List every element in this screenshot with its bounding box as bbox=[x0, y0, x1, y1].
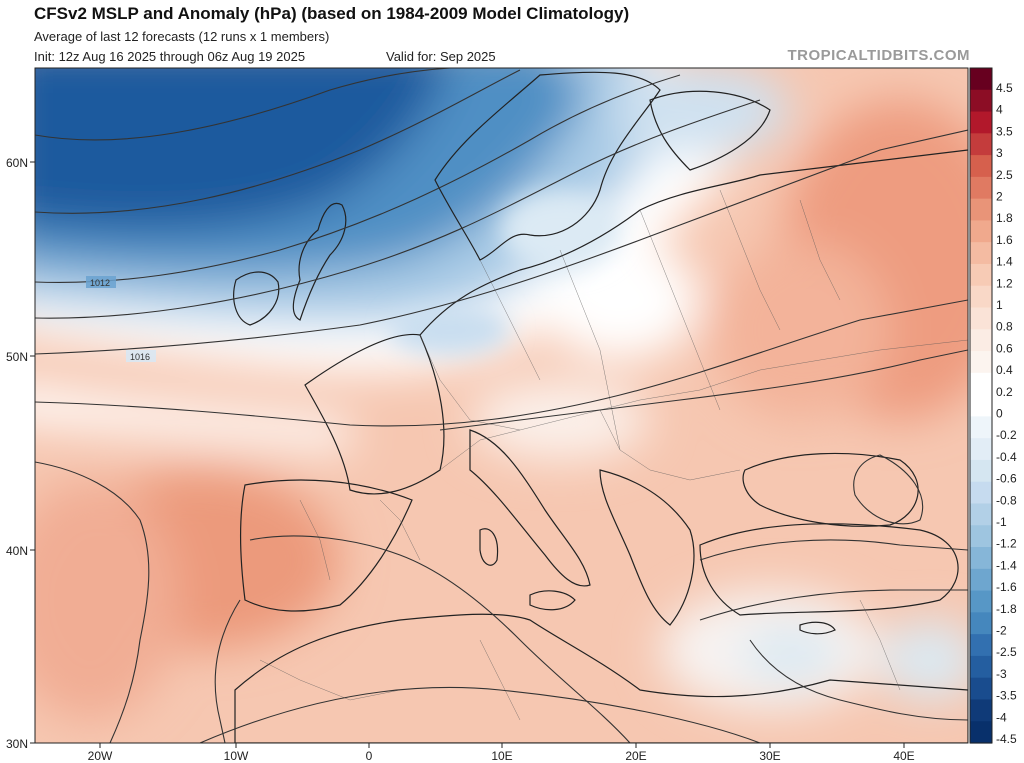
site-watermark: TROPICALTIDBITS.COM bbox=[787, 47, 970, 64]
colorbar-label: -1.2 bbox=[996, 537, 1017, 551]
colorbar-swatch bbox=[970, 329, 992, 352]
lon-label-0: 0 bbox=[366, 749, 373, 763]
colorbar-swatch bbox=[970, 503, 992, 526]
colorbar-label: -2.5 bbox=[996, 645, 1017, 659]
colorbar-swatch bbox=[970, 307, 992, 330]
colorbar-label: -1.8 bbox=[996, 602, 1017, 616]
colorbar-label: 0.2 bbox=[996, 385, 1013, 399]
chart-subtitle: Average of last 12 forecasts (12 runs x … bbox=[34, 29, 330, 44]
lon-label-10w: 10W bbox=[224, 749, 249, 763]
colorbar-swatch bbox=[970, 438, 992, 461]
colorbar-swatch bbox=[970, 89, 992, 113]
anomaly-field: 1012 1016 bbox=[35, 68, 968, 743]
colorbar-label: -0.6 bbox=[996, 472, 1017, 486]
colorbar-label: -0.8 bbox=[996, 493, 1017, 507]
colorbar: 4.5 4 3.5 3 2.5 2 1.8 1.6 1.4 1.2 1 0.8 0.6 0.4 0.2 0 -0… bbox=[969, 67, 1017, 746]
colorbar-swatch bbox=[970, 133, 992, 156]
colorbar-swatch bbox=[970, 263, 992, 287]
isobars bbox=[35, 68, 968, 743]
colorbar-label: -4 bbox=[996, 710, 1007, 724]
colorbar-label: -2 bbox=[996, 624, 1007, 638]
colorbar-label: 0.4 bbox=[996, 363, 1013, 377]
isobar-label-1016: 1016 bbox=[130, 352, 150, 362]
lat-label-60n: 60N bbox=[6, 156, 28, 170]
colorbar-swatch bbox=[970, 634, 992, 657]
lat-label-50n: 50N bbox=[6, 350, 28, 364]
colorbar-swatch bbox=[970, 176, 992, 200]
admin-borders bbox=[259, 189, 968, 721]
isobar-label-1012: 1012 bbox=[90, 278, 110, 288]
colorbar-swatch bbox=[970, 677, 992, 701]
colorbar-swatch bbox=[970, 198, 992, 222]
lat-axis: 60N 50N 40N 30N bbox=[6, 156, 35, 751]
colorbar-swatch bbox=[970, 351, 992, 374]
colorbar-swatch bbox=[970, 590, 992, 613]
colorbar-label: 3 bbox=[996, 146, 1003, 160]
colorbar-label: -3 bbox=[996, 667, 1007, 681]
colorbar-swatch bbox=[970, 285, 992, 309]
colorbar-label: 2 bbox=[996, 190, 1003, 204]
valid-time: Valid for: Sep 2025 bbox=[386, 49, 496, 64]
colorbar-swatch bbox=[970, 547, 992, 570]
colorbar-frame bbox=[969, 67, 993, 744]
colorbar-label: 3.5 bbox=[996, 124, 1013, 138]
colorbar-label: 1.2 bbox=[996, 276, 1013, 290]
colorbar-swatch bbox=[970, 372, 992, 396]
colorbar-swatch bbox=[970, 481, 992, 505]
coastlines bbox=[233, 71, 968, 743]
colorbar-label: 1 bbox=[996, 298, 1003, 312]
colorbar-label: 0.8 bbox=[996, 320, 1013, 334]
colorbar-label: 1.6 bbox=[996, 233, 1013, 247]
colorbar-label: 0 bbox=[996, 407, 1003, 421]
lon-axis: 20W 10W 0 10E 20E 30E 40E bbox=[88, 743, 915, 763]
colorbar-label: 0.6 bbox=[996, 341, 1013, 355]
init-time: Init: 12z Aug 16 2025 through 06z Aug 19… bbox=[34, 49, 306, 64]
colorbar-swatch bbox=[970, 612, 992, 635]
colorbar-swatch bbox=[970, 242, 992, 265]
chart-title: CFSv2 MSLP and Anomaly (hPa) (based on 1… bbox=[34, 4, 630, 23]
colorbar-swatch bbox=[970, 699, 992, 722]
colorbar-label: 1.8 bbox=[996, 211, 1013, 225]
colorbar-swatch bbox=[970, 394, 992, 417]
lat-label-40n: 40N bbox=[6, 544, 28, 558]
colorbar-label: -3.5 bbox=[996, 689, 1017, 703]
colorbar-swatch bbox=[970, 220, 992, 243]
colorbar-swatch bbox=[970, 68, 992, 91]
colorbar-swatch bbox=[970, 155, 992, 178]
colorbar-swatch bbox=[970, 721, 992, 744]
colorbar-label: -0.4 bbox=[996, 450, 1017, 464]
colorbar-label: -1.4 bbox=[996, 558, 1017, 572]
colorbar-label: 4 bbox=[996, 103, 1003, 117]
lon-label-40e: 40E bbox=[893, 749, 914, 763]
lat-label-30n: 30N bbox=[6, 737, 28, 751]
colorbar-label: 4.5 bbox=[996, 81, 1013, 95]
colorbar-label: -1.6 bbox=[996, 580, 1017, 594]
colorbar-label: -0.2 bbox=[996, 428, 1017, 442]
lon-label-20w: 20W bbox=[88, 749, 113, 763]
colorbar-label: -1 bbox=[996, 515, 1007, 529]
lon-label-20e: 20E bbox=[625, 749, 646, 763]
colorbar-swatch bbox=[970, 655, 992, 679]
lon-label-30e: 30E bbox=[759, 749, 780, 763]
colorbar-swatch bbox=[970, 459, 992, 483]
colorbar-label: 2.5 bbox=[996, 168, 1013, 182]
colorbar-swatch bbox=[970, 568, 992, 592]
colorbar-label: -4.5 bbox=[996, 732, 1017, 746]
colorbar-label: 1.4 bbox=[996, 255, 1013, 269]
lon-label-10e: 10E bbox=[491, 749, 512, 763]
colorbar-swatch bbox=[970, 111, 992, 134]
colorbar-swatch bbox=[970, 525, 992, 548]
colorbar-swatch bbox=[970, 416, 992, 439]
